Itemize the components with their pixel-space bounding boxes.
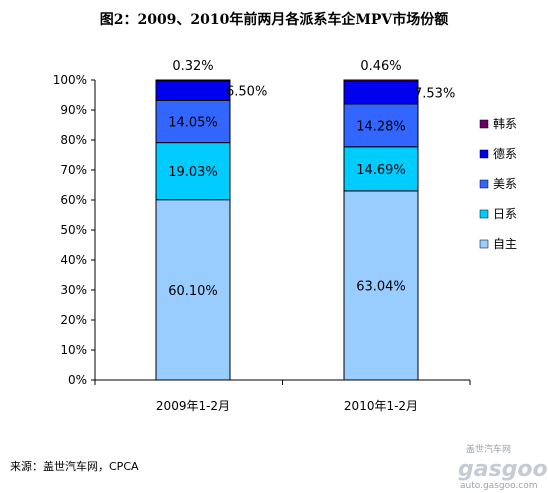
x-category-label: 2010年1-2月 <box>344 399 418 413</box>
data-label: 60.10% <box>168 284 218 299</box>
data-label: 14.69% <box>356 163 406 178</box>
legend-swatch <box>479 119 489 129</box>
watermark-url: auto.gasgoo.com <box>460 481 538 491</box>
y-tick-label: 20% <box>60 313 87 327</box>
y-tick-label: 10% <box>60 343 87 357</box>
data-label: 0.46% <box>360 59 401 74</box>
data-label: 14.05% <box>168 116 218 131</box>
watermark-brand: gasgoo <box>458 457 548 482</box>
plot-area: 0% 10% 20% 30% 40% 50% 60% 70% 80% 90% 100% 60.10% 1… <box>53 59 471 413</box>
watermark-tagline: 盖世汽车网 <box>466 443 511 455</box>
y-tick-label: 80% <box>60 133 87 147</box>
bar-segment <box>343 103 419 148</box>
bar-segment <box>343 79 419 82</box>
legend-label: 韩系 <box>493 116 517 131</box>
source-note: 来源：盖世汽车网，CPCA <box>10 459 139 473</box>
legend-label: 日系 <box>493 207 517 221</box>
chart-title: 图2：2009、2010年前两月各派系车企MPV市场份额 <box>100 11 449 28</box>
y-tick-label: 90% <box>60 103 87 117</box>
bar-segment <box>343 190 419 381</box>
bar-segment <box>343 80 419 105</box>
legend-label: 自主 <box>493 237 517 251</box>
legend-swatch <box>479 179 489 189</box>
y-tick-label: 60% <box>60 193 87 207</box>
legend-swatch <box>479 209 489 219</box>
bar-segment <box>155 199 231 381</box>
data-label: 14.28% <box>356 119 406 134</box>
y-tick-label: 40% <box>60 253 87 267</box>
y-tick-label: 100% <box>53 73 87 87</box>
legend-label: 美系 <box>493 177 517 191</box>
data-label: 63.04% <box>356 279 406 294</box>
bar-segment <box>155 142 231 201</box>
y-tick-label: 0% <box>68 373 87 387</box>
legend-swatch <box>479 239 489 249</box>
data-label: 7.53% <box>414 87 455 102</box>
y-tick-label: 70% <box>60 163 87 177</box>
x-category-label: 2009年1-2月 <box>156 399 230 413</box>
bar-segment <box>155 80 231 101</box>
legend-label: 德系 <box>493 146 517 161</box>
gasgoo-watermark: 盖世汽车网 gasgoo auto.gasgoo.com <box>458 443 548 491</box>
data-label: 6.50% <box>226 85 267 100</box>
bar-segment <box>343 146 419 192</box>
y-tick-label: 30% <box>60 283 87 297</box>
y-tick-label: 50% <box>60 223 87 237</box>
legend-swatch <box>479 149 489 159</box>
data-label: 19.03% <box>168 165 218 180</box>
data-label: 0.32% <box>172 59 213 74</box>
bar-segment <box>155 79 231 82</box>
bar-segment <box>155 99 231 144</box>
